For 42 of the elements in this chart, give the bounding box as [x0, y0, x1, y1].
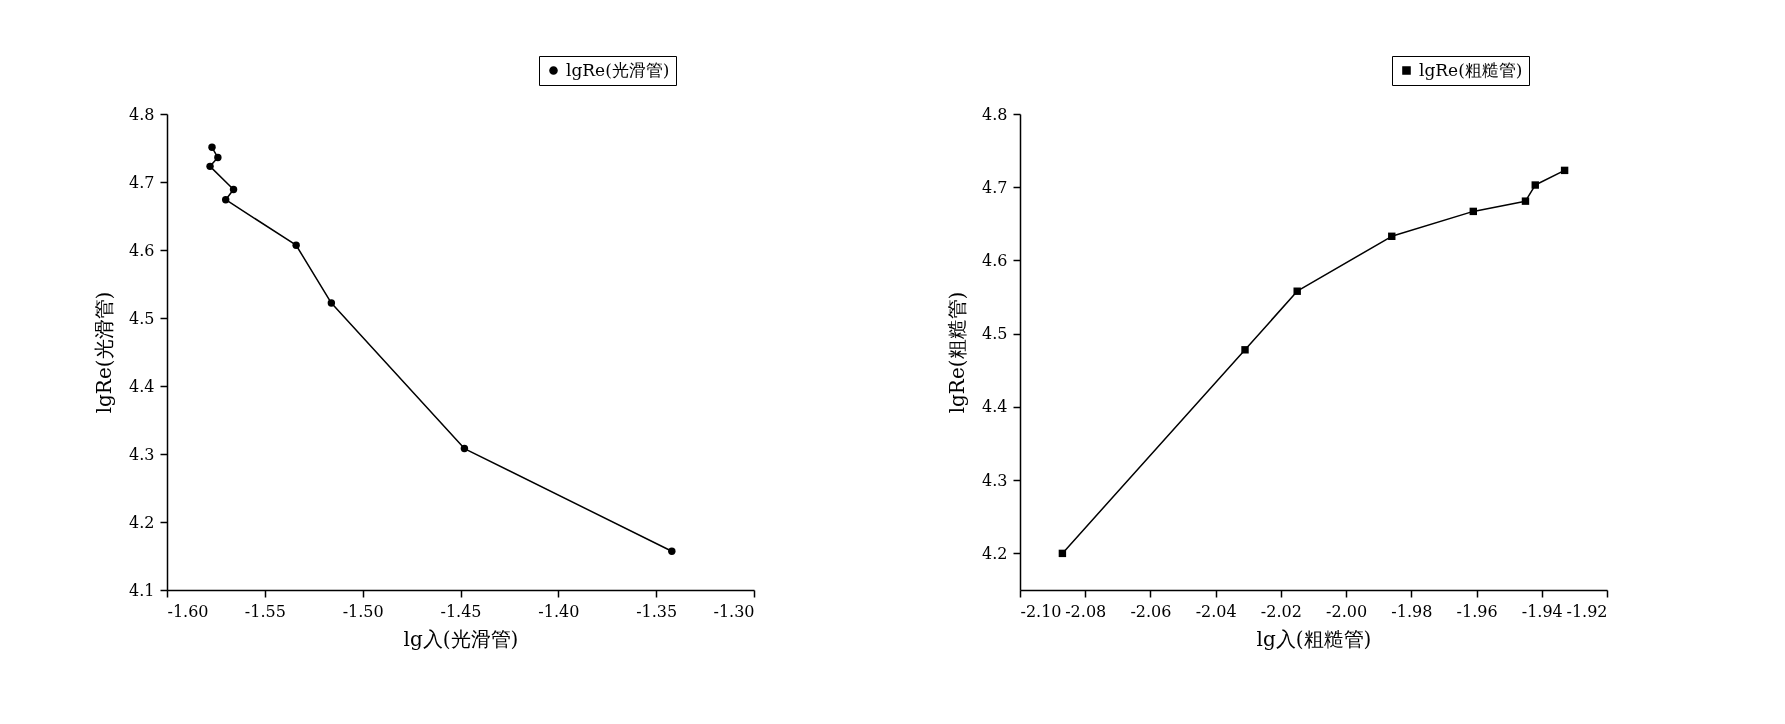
y-tick-label: 4.7	[982, 177, 1008, 197]
y-tick-label: 4.2	[129, 512, 155, 532]
x-tick-label: -1.35	[636, 601, 678, 621]
x-tick-label: -2.10	[1020, 601, 1062, 621]
point	[1521, 197, 1530, 205]
y-axis-title: lgRe(光滑管)	[92, 291, 117, 414]
x-tick-label: -1.55	[244, 601, 286, 621]
y-tick-label: 4.5	[129, 308, 155, 328]
x-tick-label: -1.94	[1521, 601, 1563, 621]
x-tick-label: -1.96	[1456, 601, 1498, 621]
x-tick-label: -2.06	[1130, 601, 1172, 621]
x-tick-label: -2.08	[1065, 601, 1107, 621]
x-tick-label: -2.04	[1195, 601, 1237, 621]
x-tick-label: -1.60	[167, 601, 209, 621]
y-tick-label: 4.3	[982, 470, 1008, 490]
legend-label: lgRe(粗糙管)	[1419, 59, 1523, 80]
y-tick-label: 4.4	[129, 376, 155, 396]
point	[1241, 346, 1249, 354]
y-tick-label: 4.4	[982, 397, 1008, 417]
y-tick-label: 4.8	[982, 104, 1008, 124]
legend-label: lgRe(光滑管)	[566, 59, 670, 80]
x-axis-title: lg入(粗糙管)	[1256, 626, 1372, 651]
x-tick-label: -1.45	[440, 601, 482, 621]
y-tick-label: 4.1	[129, 580, 155, 600]
x-tick-label: -2.00	[1326, 601, 1368, 621]
point	[1293, 287, 1301, 295]
y-tick-label: 4.6	[982, 250, 1008, 270]
point	[1531, 181, 1539, 189]
y-tick-label: 4.8	[129, 104, 155, 124]
x-tick-label: -2.02	[1260, 601, 1302, 621]
y-tick-label: 4.2	[982, 543, 1008, 563]
y-tick-label: 4.5	[982, 324, 1008, 344]
y-tick-label: 4.6	[129, 240, 155, 260]
x-axis-title: lg入(光滑管)	[403, 626, 519, 651]
x-tick-label: -1.30	[713, 601, 755, 621]
x-tick-label: -1.50	[342, 601, 384, 621]
y-tick-label: 4.3	[129, 444, 155, 464]
y-tick-label: 4.7	[129, 172, 155, 192]
y-axis-title: lgRe(粗糙管)	[945, 291, 970, 414]
x-tick-label: -1.92	[1566, 601, 1608, 621]
x-tick-label: -1.40	[538, 601, 580, 621]
x-tick-label: -1.98	[1391, 601, 1433, 621]
